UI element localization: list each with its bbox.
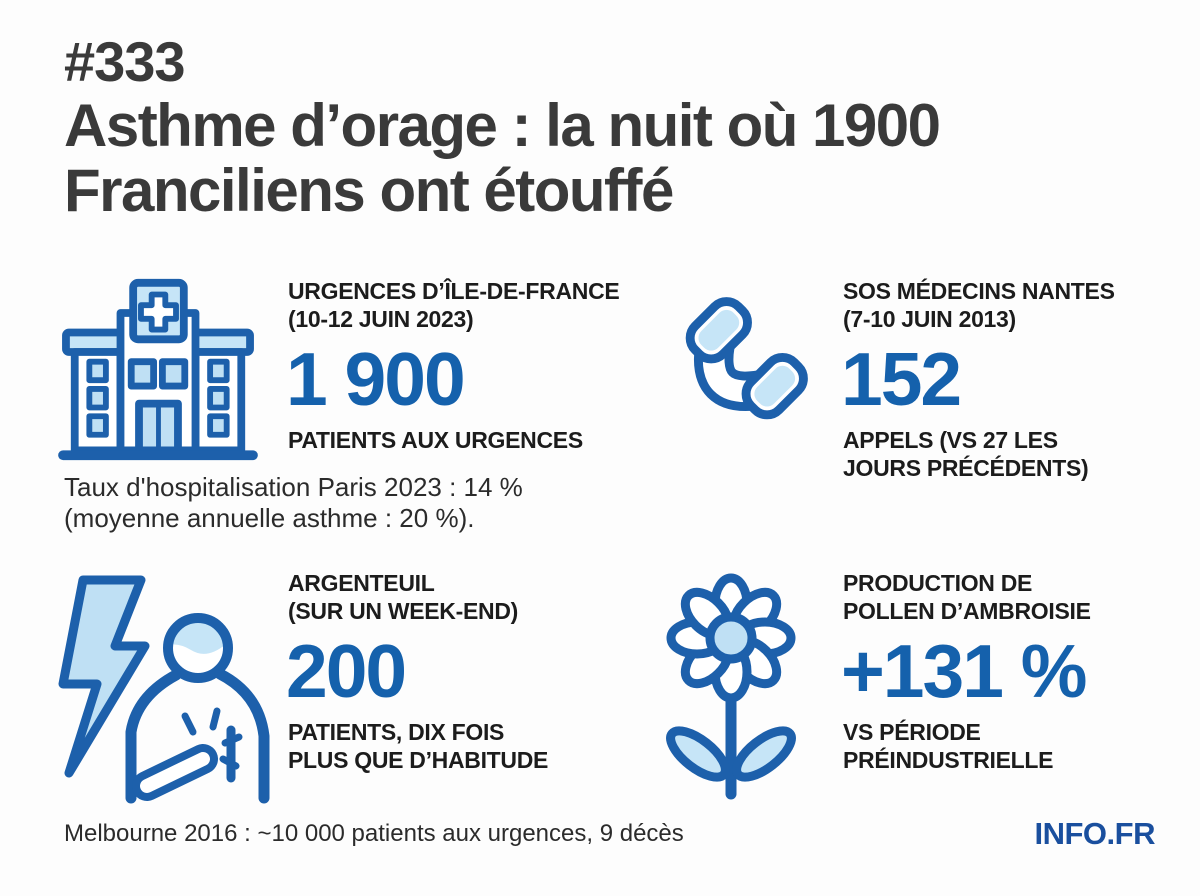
stat-sublabel: VS PÉRIODE PRÉINDUSTRIELLE — [843, 719, 1054, 773]
hospitalisation-note: Taux d'hospitalisation Paris 2023 : 14 %… — [64, 472, 523, 534]
melbourne-note: Melbourne 2016 : ~10 000 patients aux ur… — [64, 820, 684, 847]
storm-asthma-icon — [55, 560, 305, 810]
stat-argenteuil: ARGENTEUIL (SUR UN WEEK-END) 200 PATIENT… — [286, 570, 658, 774]
page-title-line-2: Franciliens ont étouffé — [64, 156, 674, 224]
stat-value: 200 — [286, 629, 407, 714]
brand-logo: INFO.FR — [1034, 816, 1156, 851]
stat-label: ARGENTEUIL (SUR UN WEEK-END) — [288, 570, 518, 624]
stat-label: URGENCES D’ÎLE-DE-FRANCE (10-12 JUIN 202… — [288, 278, 620, 332]
stat-value: 152 — [841, 337, 962, 422]
issue-number: #333 — [64, 30, 186, 93]
page-title: Asthme d’orage : la nuit où 1900 Francil… — [64, 92, 1144, 224]
hospital-icon — [58, 276, 258, 468]
page-title-line-1: Asthme d’orage : la nuit où 1900 — [64, 92, 941, 160]
stat-sublabel: APPELS (VS 27 LES JOURS PRÉCÉDENTS) — [843, 427, 1089, 481]
phone-icon — [653, 284, 821, 457]
header: #333 Asthme d’orage : la nuit où 1900 Fr… — [64, 30, 1144, 224]
stat-value: 1 900 — [286, 337, 466, 422]
ragweed-flower-icon — [662, 572, 802, 805]
stat-pollen-ambroisie: PRODUCTION DE POLLEN D’AMBROISIE +131 % … — [841, 570, 1183, 774]
stat-sos-medecins: SOS MÉDECINS NANTES (7-10 JUIN 2013) 152… — [841, 278, 1173, 482]
stat-label: SOS MÉDECINS NANTES (7-10 JUIN 2013) — [843, 278, 1115, 332]
stat-value: +131 % — [841, 629, 1087, 714]
stat-label: PRODUCTION DE POLLEN D’AMBROISIE — [843, 570, 1091, 624]
stat-sublabel: PATIENTS AUX URGENCES — [288, 427, 583, 454]
stat-urgences-idf: URGENCES D’ÎLE-DE-FRANCE (10-12 JUIN 202… — [286, 278, 658, 455]
stat-sublabel: PATIENTS, DIX FOIS PLUS QUE D’HABITUDE — [288, 719, 549, 773]
